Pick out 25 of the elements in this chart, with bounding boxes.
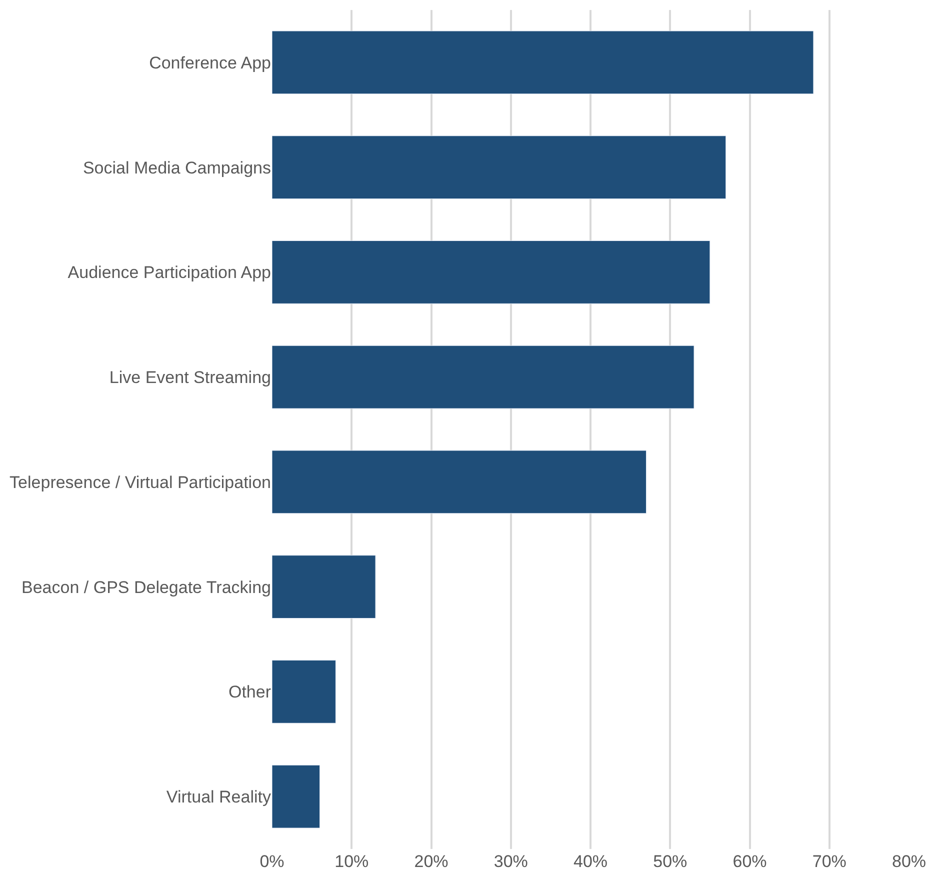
x-tick-label: 10%	[334, 852, 369, 871]
y-tick-label: Other	[228, 682, 272, 702]
y-tick-label: Virtual Reality	[166, 788, 272, 807]
x-tick-label: 20%	[414, 852, 448, 871]
x-tick-label: 30%	[494, 852, 528, 871]
bar	[272, 450, 646, 514]
bar	[272, 345, 694, 409]
y-tick-label: Social Media Campaigns	[82, 158, 271, 178]
bar	[272, 136, 726, 200]
bar	[272, 240, 710, 304]
y-tick-label: Telepresence / Virtual Participation	[10, 472, 271, 492]
y-tick-label: Conference App	[149, 53, 271, 72]
x-tick-label: 70%	[812, 852, 846, 871]
bar	[272, 30, 814, 94]
x-tick-label: 60%	[732, 852, 767, 871]
bar	[272, 764, 320, 828]
x-tick-label: 80%	[892, 852, 926, 871]
bar	[272, 555, 376, 619]
y-tick-label: Live Event Streaming	[109, 368, 271, 388]
bar	[272, 660, 336, 724]
y-tick-label: Beacon / GPS Delegate Tracking	[22, 578, 271, 597]
x-tick-label: 40%	[573, 852, 608, 871]
x-tick-label: 50%	[653, 852, 688, 871]
y-tick-label: Audience Participation App	[68, 263, 271, 282]
x-tick-label: 0%	[260, 852, 284, 871]
